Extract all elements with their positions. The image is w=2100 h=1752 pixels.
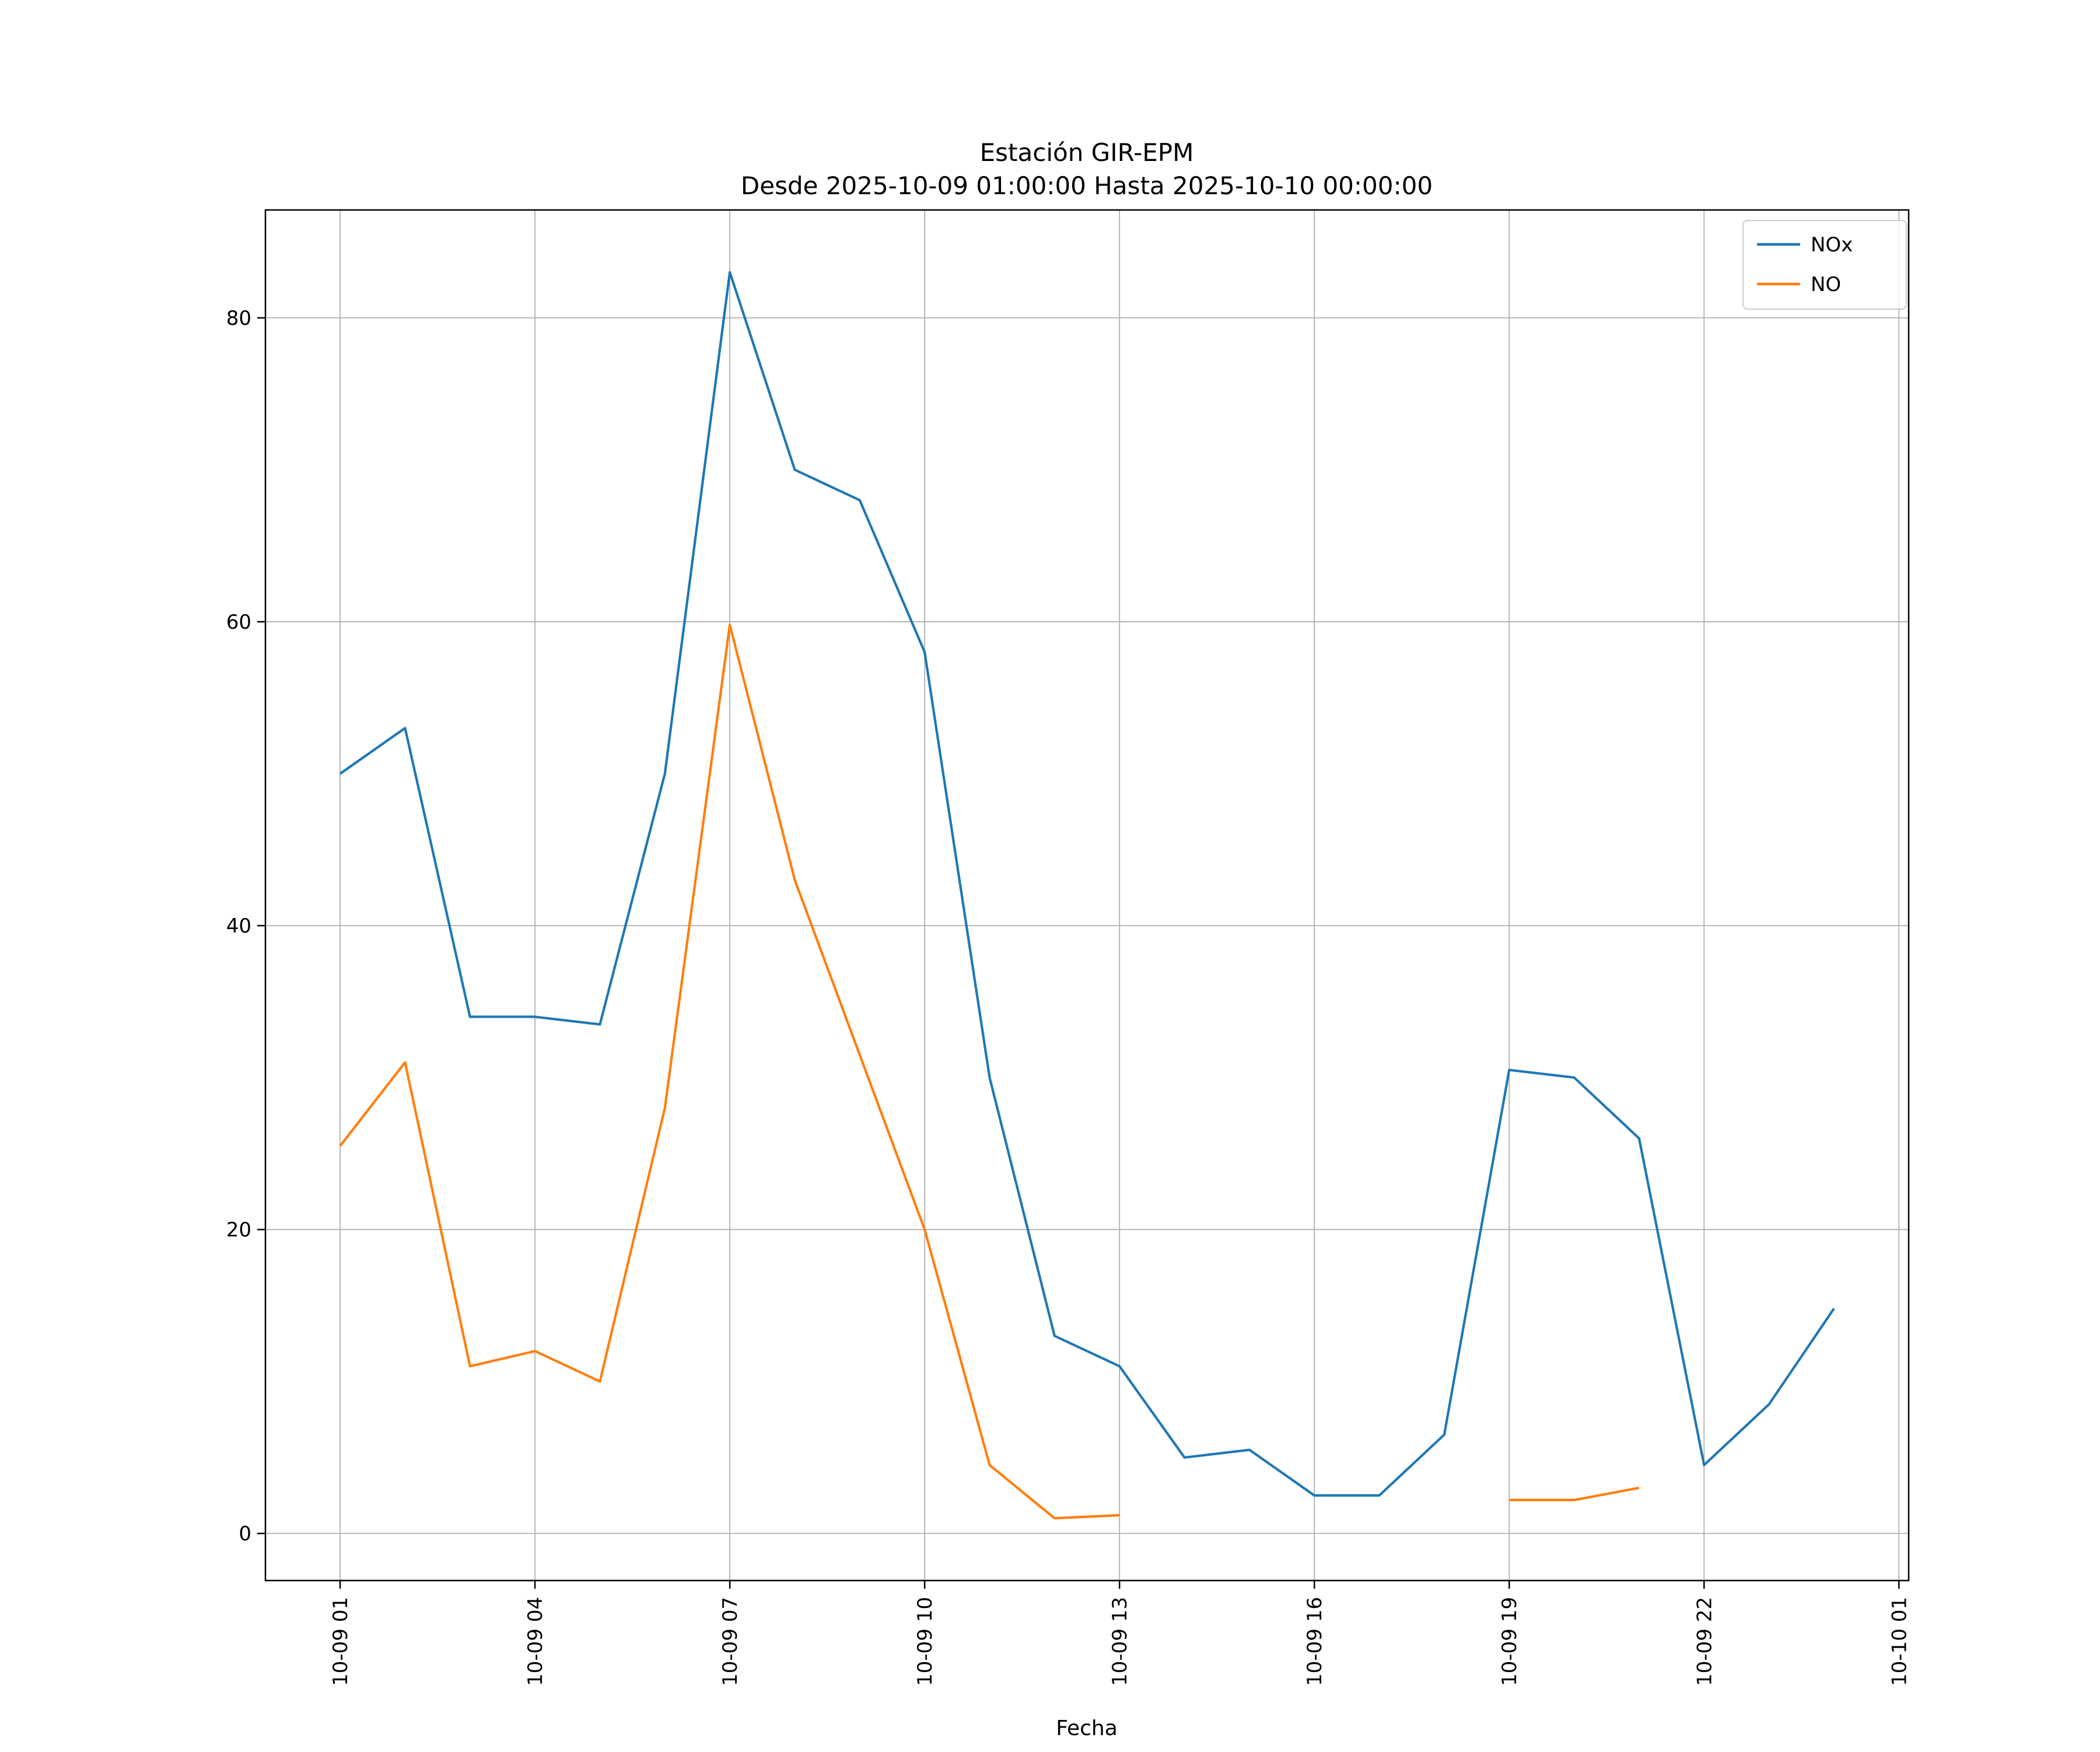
series-line-nox xyxy=(339,271,1835,1497)
y-tick-label: 20 xyxy=(226,1218,251,1242)
y-tick-label: 40 xyxy=(226,914,251,938)
chart-title: Estación GIR-EPM xyxy=(980,138,1194,167)
plot-border xyxy=(264,209,1910,1582)
chart-subtitle: Desde 2025-10-09 01:00:00 Hasta 2025-10-… xyxy=(741,171,1433,200)
grid xyxy=(265,210,1909,1581)
legend-label-nox: NOx xyxy=(1811,233,1853,257)
series-lines xyxy=(339,271,1835,1520)
y-tick-label: 60 xyxy=(226,611,251,634)
x-tick-label: 10-09 07 xyxy=(719,1597,742,1686)
x-tick-label: 10-09 13 xyxy=(1108,1597,1132,1686)
series-line-no xyxy=(339,623,1120,1520)
x-tick-label: 10-09 10 xyxy=(914,1597,937,1686)
legend: NOx NO xyxy=(1742,220,1907,310)
series-line-no xyxy=(1509,1487,1640,1501)
y-tick-label: 0 xyxy=(239,1522,251,1546)
x-tick-label: 10-09 19 xyxy=(1498,1597,1521,1686)
x-tick-label: 10-09 01 xyxy=(329,1597,352,1686)
y-tick-label: 80 xyxy=(226,307,251,330)
x-axis-label: Fecha xyxy=(1056,1716,1118,1740)
x-tick-label: 10-09 22 xyxy=(1693,1597,1716,1686)
x-tick-label: 10-10 01 xyxy=(1888,1597,1911,1686)
x-tick-label: 10-09 04 xyxy=(524,1597,547,1686)
legend-label-no: NO xyxy=(1811,273,1841,296)
legend-box xyxy=(1742,220,1907,310)
axis-ticks: 10-09 01 10-09 04 10-09 07 10-09 10 10-09 13… xyxy=(226,307,1912,1686)
x-tick-label: 10-09 16 xyxy=(1303,1597,1326,1686)
